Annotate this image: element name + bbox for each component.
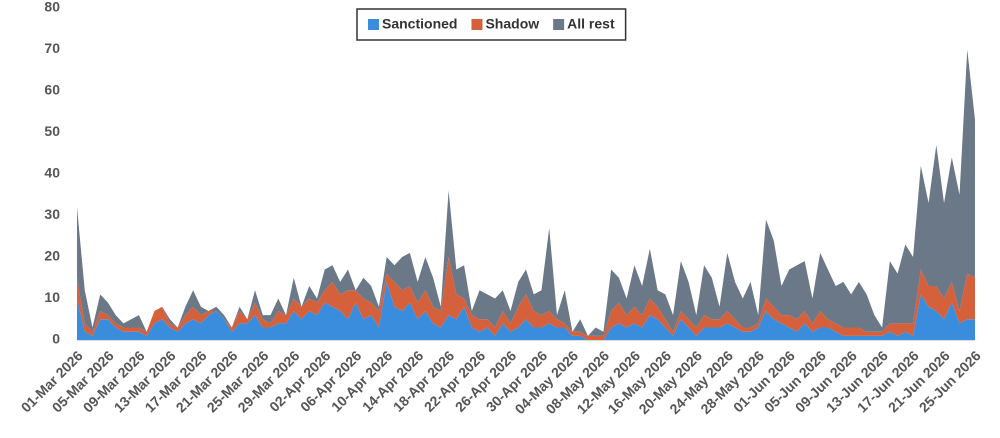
y-tick-label: 70 (44, 40, 60, 56)
legend-label: All rest (567, 16, 615, 32)
legend: Sanctioned Shadow All rest (356, 8, 627, 41)
y-tick-label: 30 (44, 206, 60, 222)
y-tick-label: 80 (44, 0, 60, 15)
y-tick-label: 0 (52, 331, 60, 347)
legend-swatch (471, 19, 483, 30)
y-tick-label: 40 (44, 165, 60, 181)
area (77, 281, 975, 340)
legend-box (356, 8, 627, 41)
legend-label: Shadow (485, 16, 539, 32)
legend-swatch (368, 19, 379, 30)
y-tick-label: 10 (44, 289, 60, 305)
legend-label: Sanctioned (382, 16, 457, 32)
legend-swatch (553, 19, 565, 30)
y-tick-label: 60 (44, 82, 60, 98)
y-tick-label: 20 (44, 248, 60, 264)
area (77, 49, 975, 336)
area (77, 257, 975, 340)
y-tick-label: 50 (44, 123, 60, 139)
